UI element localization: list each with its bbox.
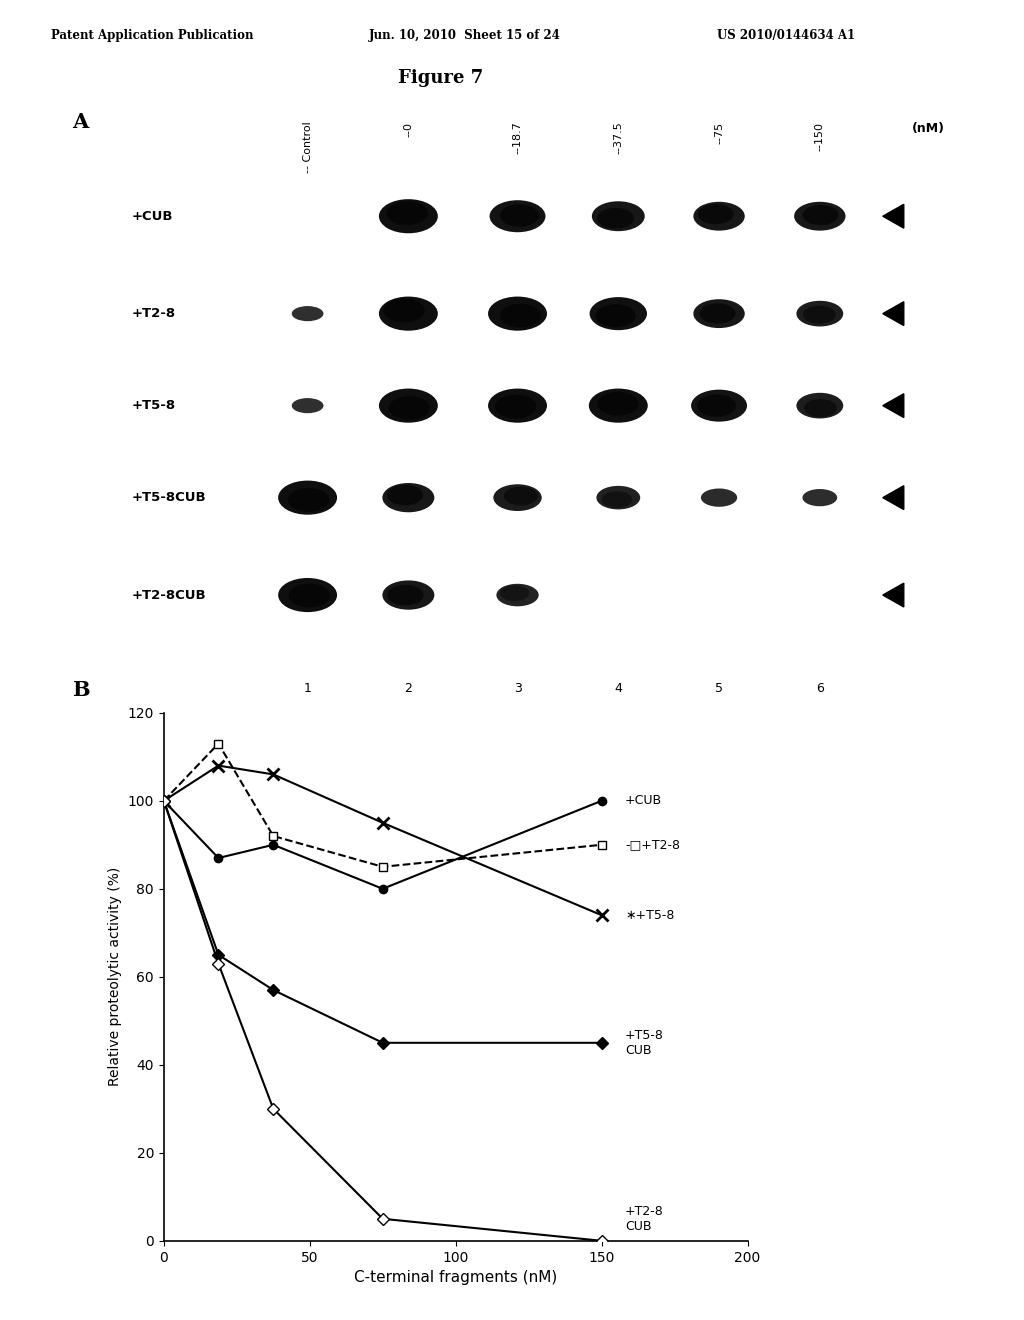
Text: 3: 3 [514,681,521,694]
Text: +T5-8CUB: +T5-8CUB [131,491,206,504]
Ellipse shape [797,393,843,418]
Text: 2: 2 [404,681,413,694]
Ellipse shape [494,484,542,511]
Ellipse shape [693,202,744,231]
Ellipse shape [500,304,541,327]
Ellipse shape [500,585,529,601]
Ellipse shape [495,395,537,418]
Text: -- Control: -- Control [303,121,312,173]
Ellipse shape [595,304,636,327]
Text: Jun. 10, 2010  Sheet 15 of 24: Jun. 10, 2010 Sheet 15 of 24 [369,29,560,42]
Ellipse shape [389,396,430,420]
Ellipse shape [288,488,329,512]
Text: +T2-8
CUB: +T2-8 CUB [625,1205,664,1233]
Text: --0: --0 [403,121,414,136]
Ellipse shape [590,297,647,330]
Polygon shape [883,393,904,417]
Ellipse shape [488,297,547,331]
Text: ∗+T5-8: ∗+T5-8 [625,908,675,921]
Text: +CUB: +CUB [625,795,663,808]
Ellipse shape [691,389,748,421]
Text: 1: 1 [304,681,311,694]
Ellipse shape [504,487,538,506]
Ellipse shape [589,388,648,422]
Ellipse shape [597,392,639,416]
Ellipse shape [279,578,337,612]
Ellipse shape [379,388,438,422]
Ellipse shape [602,491,633,508]
Ellipse shape [387,585,424,606]
Y-axis label: Relative proteolytic activity (%): Relative proteolytic activity (%) [109,867,122,1086]
Ellipse shape [488,388,547,422]
Text: -□+T2-8: -□+T2-8 [625,838,680,851]
Polygon shape [883,302,904,326]
Text: Patent Application Publication: Patent Application Publication [51,29,254,42]
Polygon shape [883,205,904,228]
Text: +T2-8: +T2-8 [131,308,175,321]
Ellipse shape [384,298,425,322]
Text: --37.5: --37.5 [613,121,624,154]
Text: --150: --150 [815,121,824,150]
Text: 5: 5 [715,681,723,694]
Text: 6: 6 [816,681,823,694]
Text: +CUB: +CUB [131,210,173,223]
Ellipse shape [700,488,737,507]
X-axis label: C-terminal fragments (nM): C-terminal fragments (nM) [354,1270,557,1286]
Ellipse shape [597,207,634,228]
Ellipse shape [697,395,736,417]
Ellipse shape [382,483,434,512]
Ellipse shape [387,484,423,506]
Text: B: B [72,680,89,700]
Ellipse shape [279,480,337,515]
Ellipse shape [795,202,846,231]
Text: US 2010/0144634 A1: US 2010/0144634 A1 [717,29,855,42]
Ellipse shape [292,306,324,321]
Ellipse shape [379,297,438,331]
Ellipse shape [697,205,733,224]
Text: (nM): (nM) [912,121,945,135]
Ellipse shape [803,488,838,507]
Ellipse shape [596,486,640,510]
Text: +T5-8
CUB: +T5-8 CUB [625,1028,664,1057]
Ellipse shape [489,201,546,232]
Text: A: A [72,112,88,132]
Ellipse shape [803,205,839,226]
Ellipse shape [289,583,330,607]
Text: +T5-8: +T5-8 [131,399,175,412]
Ellipse shape [693,300,744,329]
Text: Figure 7: Figure 7 [397,69,483,87]
Ellipse shape [803,306,836,323]
Ellipse shape [797,301,843,326]
Ellipse shape [500,205,539,227]
Ellipse shape [379,199,438,234]
Ellipse shape [699,304,735,323]
Ellipse shape [497,583,539,606]
Text: 4: 4 [614,681,623,694]
Ellipse shape [387,201,428,226]
Text: +T2-8CUB: +T2-8CUB [131,589,206,602]
Polygon shape [883,583,904,607]
Polygon shape [883,486,904,510]
Text: --75: --75 [714,121,724,144]
Ellipse shape [592,201,645,231]
Ellipse shape [804,399,837,417]
Text: --18.7: --18.7 [513,121,522,154]
Ellipse shape [382,581,434,610]
Ellipse shape [292,399,324,413]
